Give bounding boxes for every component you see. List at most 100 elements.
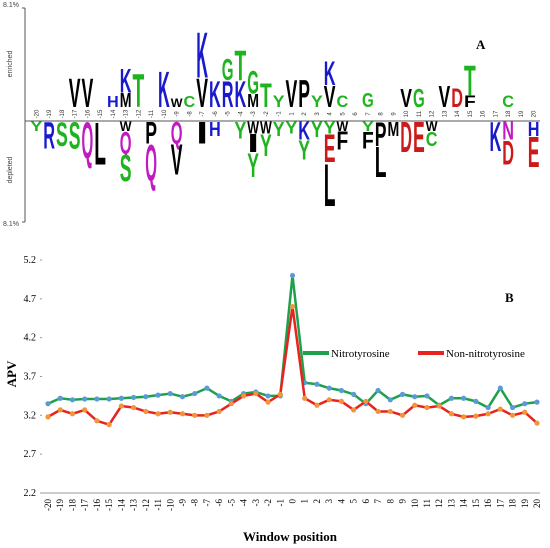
x-tick-label: 5	[349, 499, 359, 504]
logo-letter: V	[69, 70, 81, 116]
logo-letter: R	[43, 115, 55, 157]
point	[534, 420, 540, 426]
axis-label: enriched	[7, 50, 14, 77]
x-tick-label: 8	[379, 112, 385, 116]
logo-letter: Y	[247, 147, 259, 185]
point	[82, 407, 88, 413]
point	[216, 408, 222, 415]
logo-letter: E	[324, 127, 336, 171]
point	[143, 408, 149, 415]
logo-letter: S	[69, 115, 81, 157]
point	[45, 401, 51, 407]
panel-label: A	[476, 37, 486, 52]
logo-letter: M	[120, 90, 132, 112]
x-tick-label: 20	[532, 110, 538, 117]
logo-letter: C	[502, 92, 514, 111]
logo-letter: K	[120, 62, 132, 100]
logo-letter: N	[502, 116, 514, 146]
x-tick-label: 11	[417, 110, 423, 117]
panel-label: B	[505, 290, 514, 305]
y-axis-title: APV	[4, 360, 19, 387]
point	[338, 387, 344, 394]
point	[412, 394, 418, 400]
logo-letter: R	[222, 73, 234, 115]
point	[412, 402, 418, 408]
logo-letter: K	[324, 55, 336, 93]
x-tick-label: 14	[459, 499, 469, 509]
point	[265, 399, 271, 405]
point	[289, 272, 296, 279]
point	[130, 404, 137, 411]
point	[351, 407, 357, 413]
point	[387, 397, 393, 403]
point	[167, 409, 173, 415]
x-tick-label: -3	[251, 499, 261, 507]
logo-letter: Q	[120, 125, 132, 160]
x-tick-label: 12	[430, 110, 436, 117]
x-tick-label: 18	[508, 499, 518, 509]
x-tick-label: -20	[34, 109, 40, 118]
logo-letter: W	[426, 118, 439, 134]
logo-letter: V	[324, 80, 336, 114]
logo-letter: D	[451, 82, 463, 113]
point	[57, 395, 63, 401]
logo-letter: F	[337, 126, 349, 156]
logo-letter: T	[133, 65, 145, 118]
y-tick-label: 4.2	[24, 333, 37, 344]
point	[192, 412, 198, 418]
x-tick-label: 20	[532, 499, 542, 509]
point	[473, 413, 479, 419]
logo-letter: K	[490, 113, 502, 160]
logo-letter: E	[413, 114, 425, 162]
x-tick-label: -13	[124, 109, 130, 118]
x-tick-label: 16	[481, 110, 487, 117]
x-tick-label: -14	[111, 109, 117, 118]
logo-letter: S	[56, 116, 68, 154]
point	[522, 409, 528, 415]
x-tick-label: 4	[328, 112, 334, 116]
point	[69, 411, 76, 417]
point	[118, 395, 124, 401]
x-tick-label: 3	[315, 112, 321, 116]
x-tick-label: 6	[353, 112, 359, 116]
logo-letter: Y	[311, 92, 323, 111]
x-tick-label: -8	[187, 111, 193, 117]
logo-letter: T	[464, 57, 476, 104]
point	[473, 398, 479, 404]
x-tick-label: 10	[410, 499, 420, 509]
x-tick-label: -7	[202, 499, 212, 507]
point	[497, 385, 503, 391]
point	[448, 395, 455, 401]
logo-letter: V	[286, 73, 298, 116]
point	[179, 411, 186, 417]
logo-letter: Y	[31, 118, 44, 134]
logo-letter: C	[184, 94, 196, 111]
y-tick-label: 2.2	[24, 488, 37, 499]
y-tick-label: 4.7	[24, 294, 37, 305]
logo-letter: V	[439, 80, 451, 114]
logo-letter: Q	[171, 115, 183, 150]
point	[314, 402, 320, 408]
logo-letter: K	[298, 116, 310, 146]
logo-letter: I	[247, 128, 259, 158]
x-tick-label: -6	[214, 499, 224, 507]
point	[57, 407, 63, 413]
logo-letter: G	[413, 85, 425, 113]
y-tick-label: 5.2	[24, 255, 37, 266]
point	[387, 408, 393, 415]
point	[204, 385, 210, 391]
point	[106, 396, 112, 402]
logo-letter: W	[171, 96, 184, 110]
x-tick-label: -5	[226, 111, 232, 117]
x-tick-label: 19	[520, 499, 530, 509]
y-tick-label: 2.7	[24, 449, 37, 460]
x-tick-label: -4	[239, 499, 249, 507]
logo-letter: P	[298, 73, 310, 116]
x-tick-label: -16	[92, 499, 102, 511]
x-tick-label: -8	[190, 499, 200, 507]
logo-letter: Y	[362, 118, 375, 134]
logo-letter: Q	[145, 135, 157, 193]
x-tick-label: -16	[85, 109, 91, 118]
logo-letter: Y	[298, 135, 310, 166]
